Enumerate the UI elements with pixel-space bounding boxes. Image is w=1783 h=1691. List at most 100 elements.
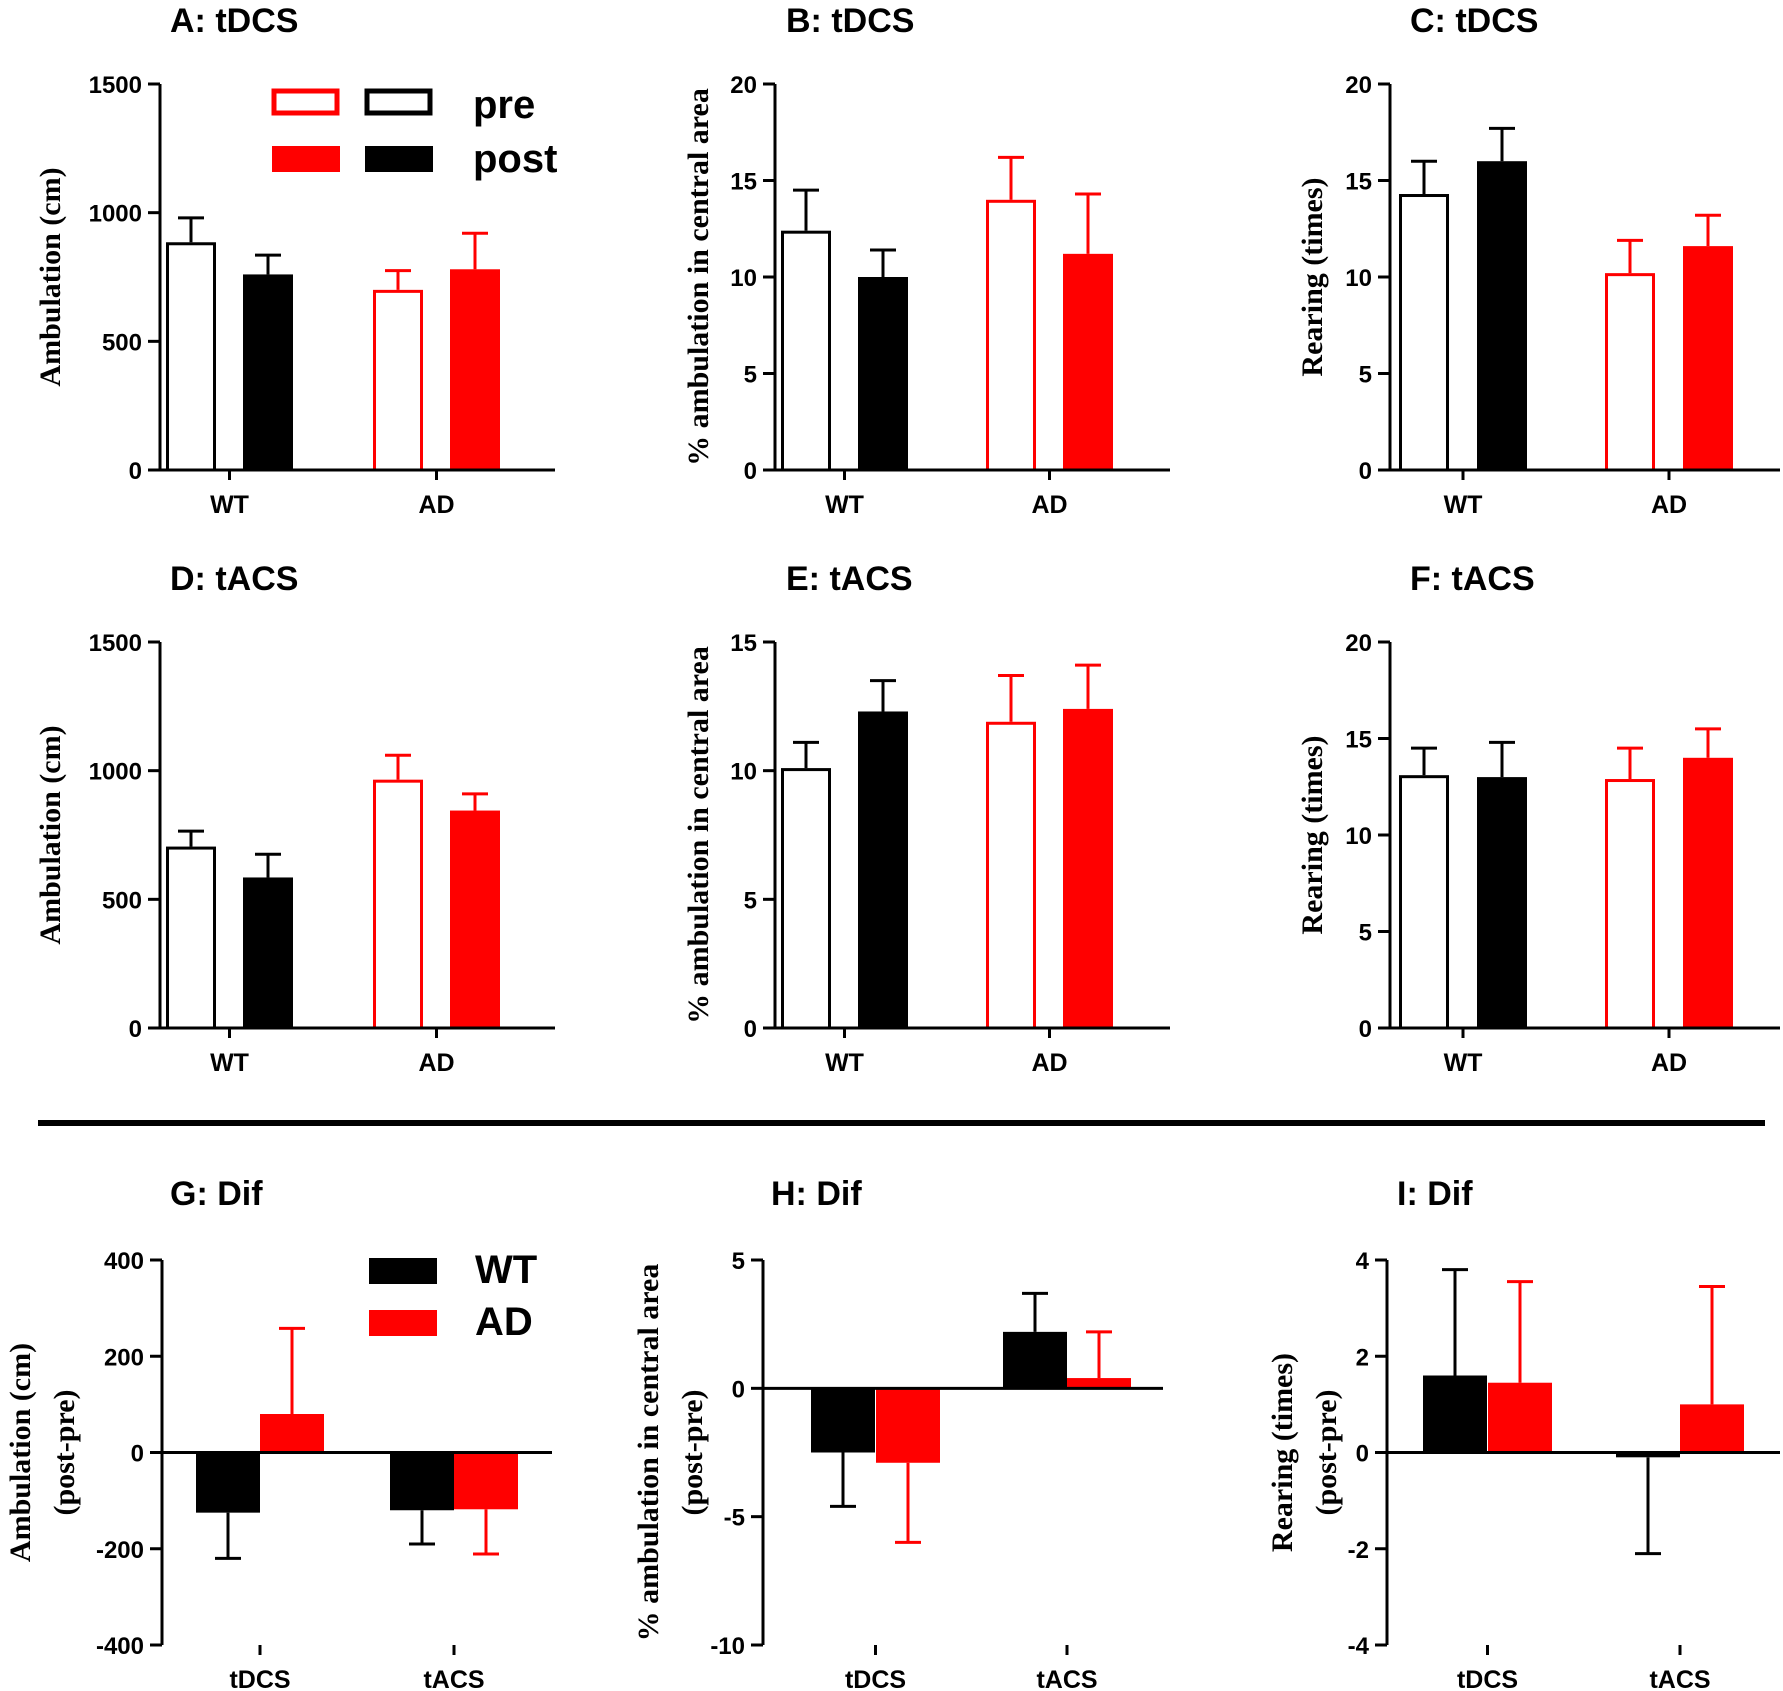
panel-d-bar-ad-pre [373,779,423,1030]
panel-b-category-label: AD [1031,491,1067,519]
panel-f-ytick-label: 15 [1345,727,1372,754]
panel-d-title: D: tACS [170,560,298,598]
panel-h-bar-tdcs-ad [876,1388,940,1463]
legend-pre-label: pre [473,83,535,127]
panel-g-bar-tdcs-ad [260,1414,324,1453]
panel-e-ytick-label: 0 [744,1016,757,1043]
panel-g-category-label: tDCS [229,1666,290,1691]
panel-d-bar-wt-post [243,877,293,1028]
panel-d-category-label: WT [210,1049,249,1077]
panel-b-bar-ad-post [1063,253,1113,470]
panel-i-bar-tacs-wt [1616,1452,1680,1458]
panel-i-ytick-label: -2 [1348,1537,1369,1564]
panel-e-ylabel: % ambulation in central area [682,646,715,1024]
legend-genotype: WT AD [369,1248,537,1344]
panel-h-ylabel: % ambulation in central area [632,1264,665,1642]
panel-d-ytick-label: 500 [102,887,142,914]
panel-h-category-label: tDCS [845,1666,906,1691]
legend-ad-post-swatch [272,146,340,172]
panel-f-ytick-label: 20 [1345,630,1372,657]
panel-g-category-label: tACS [423,1666,484,1691]
panel-e-category-label: AD [1031,1049,1067,1077]
panel-c: C: tDCS 0 5 10 15 20 WT AD Rearing (times) [1296,2,1780,519]
panel-f: F: tACS 0 5 10 15 20 WT AD Rearing (times) [1296,560,1780,1077]
panel-e-title: E: tACS [786,560,913,598]
panel-g-title: G: Dif [170,1175,263,1213]
panel-c-bar-wt-post [1477,161,1527,470]
panel-f-bar-wt-pre [1399,775,1449,1030]
panel-f-ytick-label: 10 [1345,823,1372,850]
panel-i-category-label: tACS [1649,1666,1710,1691]
panel-b: B: tDCS 0 5 10 15 20 WT AD % ambulation in centr… [682,2,1170,519]
panel-a-bar-ad-pre [373,289,423,472]
panel-b-ylabel: % ambulation in central area [682,88,715,466]
panel-g-ytick-label: 0 [131,1441,144,1468]
legend-ad-swatch [369,1310,437,1336]
panel-c-bar-wt-pre [1399,194,1449,472]
panel-f-ytick-label: 0 [1359,1016,1372,1043]
panel-e-bar-ad-post [1063,708,1113,1028]
panel-e-bar-wt-pre [781,768,831,1030]
panel-c-category-label: WT [1444,491,1483,519]
panel-h-ylabel-sub: (post-pre) [676,1389,709,1515]
panel-g-ytick-label: 400 [104,1248,144,1275]
panel-f-category-label: WT [1444,1049,1483,1077]
panel-a-bar-wt-post [243,274,293,470]
panel-e-ytick-label: 5 [744,887,757,914]
panel-i-title: I: Dif [1397,1175,1473,1213]
panel-i-ytick-label: 0 [1356,1441,1369,1468]
panel-d-bar-wt-pre [166,846,216,1030]
panel-a-category-label: AD [418,491,454,519]
panel-i-ytick-label: 2 [1356,1344,1369,1371]
panel-b-bar-wt-pre [781,230,831,472]
panel-f-ylabel: Rearing (times) [1296,735,1329,934]
panel-d-category-label: AD [418,1049,454,1077]
panel-f-bar-ad-post [1683,757,1733,1028]
panel-c-ytick-label: 0 [1359,458,1372,485]
panel-i-bar-tdcs-ad [1488,1382,1552,1453]
panel-a-title: A: tDCS [170,2,298,40]
panel-c-category-label: AD [1651,491,1687,519]
panel-a-bar-ad-post [450,269,500,470]
panel-d-ytick-label: 1000 [89,759,142,786]
panel-i-ylabel-sub: (post-pre) [1310,1389,1343,1515]
panel-i: I: Dif -4 -2 0 2 4 tDCS tACS Rearing (times) (pos… [1266,1175,1780,1691]
panel-h: H: Dif -10 -5 0 5 tDCS tACS % ambulation in cen… [632,1175,1163,1691]
panel-b-bar-ad-pre [986,199,1036,472]
panel-b-bar-wt-post [858,277,908,470]
panel-d-ylabel: Ambulation (cm) [34,725,67,944]
panel-a-ytick-label: 1000 [89,201,142,228]
panel-g-ylabel-sub: (post-pre) [48,1389,81,1515]
legend-pre-post: pre post [271,83,557,181]
panel-f-category-label: AD [1651,1049,1687,1077]
panel-d-ytick-label: 0 [129,1016,142,1043]
panel-a-ytick-label: 500 [102,329,142,356]
panel-b-ytick-label: 10 [730,265,757,292]
panel-c-ytick-label: 20 [1345,72,1372,99]
panel-d: D: tACS 0 500 1000 1500 WT AD Ambulation (cm) [34,560,555,1077]
panel-c-ytick-label: 15 [1345,169,1372,196]
panel-i-bar-tacs-ad [1680,1404,1744,1453]
panel-h-category-label: tACS [1036,1666,1097,1691]
panel-i-bar-tdcs-wt [1423,1375,1487,1453]
legend-wt-label: WT [475,1248,537,1292]
panel-e-ytick-label: 10 [730,759,757,786]
panel-g-ytick-label: -200 [96,1537,144,1564]
panel-b-title: B: tDCS [786,2,914,40]
panel-h-ytick-label: -5 [724,1505,745,1532]
panel-f-ytick-label: 5 [1359,920,1372,947]
panel-e-bar-wt-post [858,711,908,1028]
panel-c-ylabel: Rearing (times) [1296,177,1329,376]
panel-f-bar-ad-pre [1605,779,1655,1030]
panel-h-ytick-label: 0 [732,1376,745,1403]
panel-h-ytick-label: 5 [732,1248,745,1275]
panel-i-ylabel: Rearing (times) [1266,1353,1299,1552]
panel-a: A: tDCS 0 500 1000 1500 WT AD Ambulation (cm) [34,2,555,519]
panel-h-bar-tacs-wt [1003,1331,1067,1389]
panel-f-title: F: tACS [1410,560,1535,598]
panel-h-title: H: Dif [771,1175,862,1213]
panel-i-ytick-label: -4 [1348,1633,1370,1660]
panel-i-ytick-label: 4 [1356,1248,1370,1275]
